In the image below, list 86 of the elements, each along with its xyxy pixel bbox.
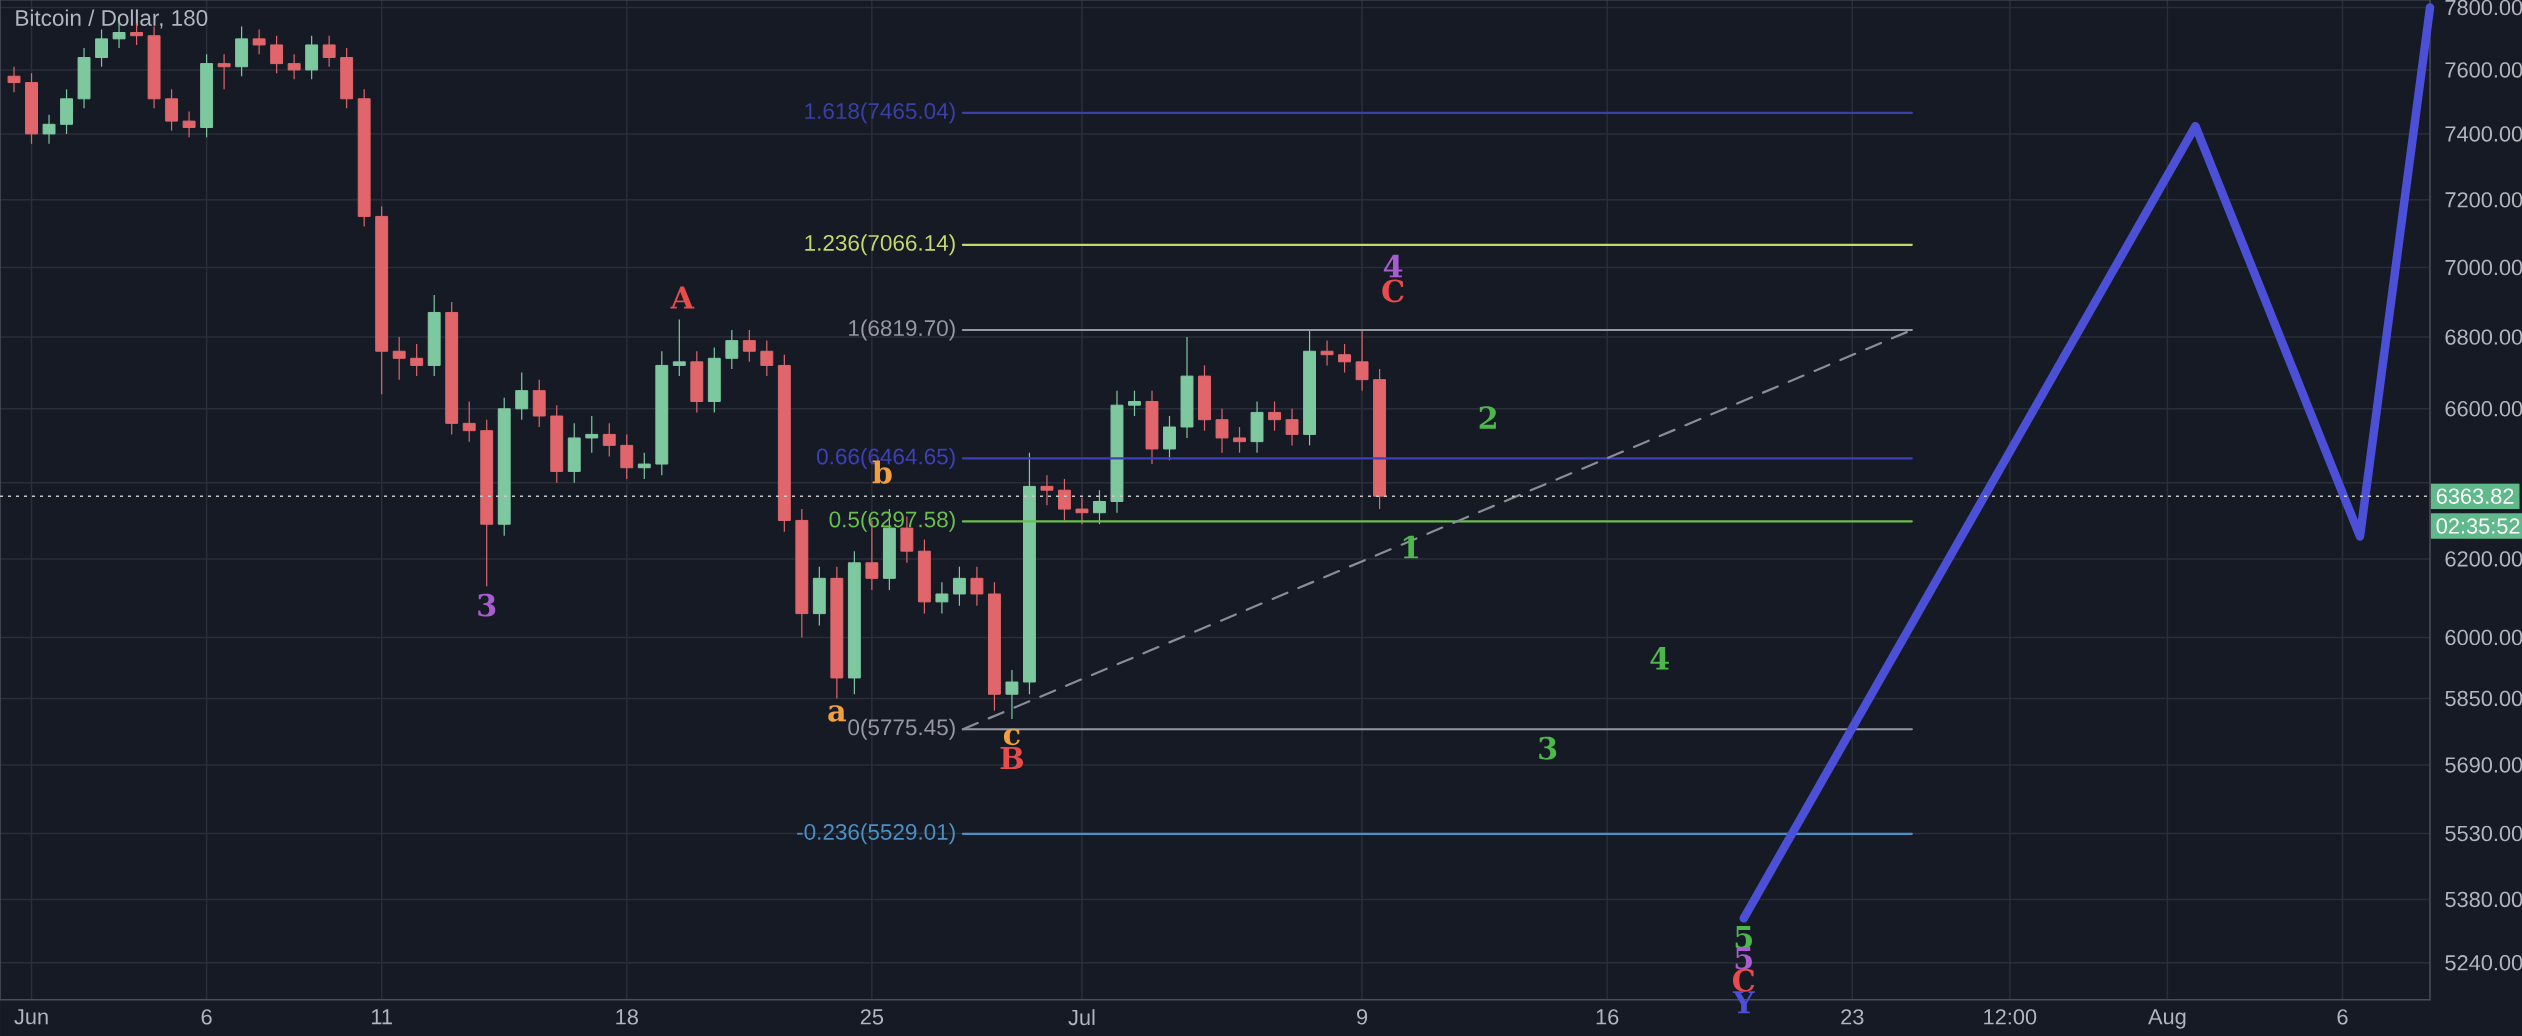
candlestick bbox=[742, 329, 756, 363]
candlestick bbox=[952, 566, 966, 607]
annotation: 3 bbox=[1539, 736, 1557, 760]
y-tick-label: 5850.00 bbox=[2445, 690, 2522, 707]
x-tick-label: Jul bbox=[1068, 1009, 1095, 1026]
candlestick bbox=[970, 566, 984, 607]
candlestick bbox=[1268, 400, 1281, 432]
candlestick bbox=[1355, 329, 1369, 392]
annotation: B bbox=[1000, 746, 1024, 769]
series-label: 1(6819.70) bbox=[849, 319, 955, 341]
candlestick bbox=[42, 114, 56, 145]
annotation: C bbox=[1732, 968, 1755, 992]
candlestick bbox=[462, 400, 476, 443]
y-tick-label: 7800.00 bbox=[2445, 0, 2522, 16]
annotation: a bbox=[828, 705, 846, 722]
candlestick bbox=[1005, 669, 1019, 720]
candlestick bbox=[672, 318, 686, 377]
candlestick bbox=[725, 329, 739, 370]
candlestick bbox=[1093, 489, 1106, 525]
y-tick-label: 7200.00 bbox=[2445, 192, 2522, 208]
x-tick-label: 6 bbox=[2337, 1009, 2348, 1025]
x-tick-label: 9 bbox=[1357, 1009, 1368, 1025]
candlestick bbox=[620, 433, 634, 480]
annotation: 3 bbox=[478, 593, 496, 617]
x-tick-label: 23 bbox=[1841, 1009, 1864, 1025]
candlestick bbox=[410, 343, 424, 377]
candlestick bbox=[7, 66, 21, 93]
candlestick bbox=[1215, 408, 1229, 454]
x-tick-label: 12:00 bbox=[1984, 1009, 2037, 1025]
x-tick-label: 16 bbox=[1596, 1009, 1619, 1025]
candlestick bbox=[1285, 408, 1299, 446]
candlestick bbox=[1338, 343, 1352, 374]
y-tick-label: 5530.00 bbox=[2445, 825, 2522, 842]
chart-title: Bitcoin / Dollar, 180 bbox=[16, 9, 208, 29]
candlestick bbox=[1320, 340, 1334, 367]
y-tick-label: 6800.00 bbox=[2445, 329, 2522, 345]
candlestick bbox=[515, 371, 529, 421]
annotation: 4 bbox=[1650, 647, 1669, 670]
series-label: -0.236(5529.01) bbox=[797, 823, 955, 845]
candlestick bbox=[165, 88, 179, 132]
y-tick-label: 5690.00 bbox=[2445, 757, 2522, 773]
candlestick bbox=[760, 340, 774, 377]
series-label: 0(5775.45) bbox=[848, 718, 955, 740]
candlestick bbox=[585, 415, 599, 454]
candlestick bbox=[287, 53, 301, 80]
x-tick-label: 18 bbox=[616, 1009, 638, 1025]
series-label: 1.618(7465.04) bbox=[805, 102, 955, 124]
candlestick bbox=[637, 452, 651, 480]
annotation: 1 bbox=[1403, 535, 1419, 559]
annotation: c bbox=[1003, 728, 1020, 746]
x-tick-label: Jun bbox=[14, 1009, 48, 1025]
x-tick-label: Aug bbox=[2148, 1009, 2186, 1029]
candlestick bbox=[95, 28, 109, 68]
candlestick bbox=[602, 422, 616, 458]
candlestick bbox=[252, 28, 266, 55]
annotation: Y bbox=[1732, 991, 1755, 1014]
x-tick-label: 6 bbox=[201, 1009, 212, 1025]
series-label: 1.236(7066.14) bbox=[805, 234, 955, 256]
y-tick-label: 6200.00 bbox=[2445, 551, 2522, 567]
y-tick-label: 5380.00 bbox=[2445, 891, 2522, 908]
annotation: 4 bbox=[1383, 254, 1403, 278]
annotation: 5 bbox=[1735, 947, 1752, 970]
candlestick bbox=[1040, 474, 1054, 506]
y-tick-label: 7400.00 bbox=[2445, 126, 2522, 142]
y-tick-label: 6600.00 bbox=[2445, 401, 2522, 417]
y-tick-label: 7000.00 bbox=[2445, 259, 2522, 276]
x-tick-label: 11 bbox=[372, 1009, 392, 1025]
candlestick bbox=[1128, 390, 1141, 417]
candlestick bbox=[217, 53, 231, 90]
candlestick bbox=[270, 35, 284, 74]
ref-line-label: 6363.82 bbox=[2436, 488, 2514, 504]
text: 02:35:52 bbox=[2436, 518, 2520, 534]
candlestick bbox=[935, 581, 949, 615]
candlestick bbox=[1058, 478, 1071, 522]
y-tick-label: 6000.00 bbox=[2445, 629, 2522, 646]
x-tick-label: 25 bbox=[860, 1009, 884, 1025]
y-tick-label: 5240.00 bbox=[2445, 955, 2522, 971]
candlestick bbox=[182, 110, 196, 138]
candlestick bbox=[1075, 497, 1089, 525]
y-tick-label: 7600.00 bbox=[2445, 62, 2522, 78]
candlestick bbox=[1233, 426, 1246, 454]
candlestick bbox=[392, 336, 406, 381]
annotation: A bbox=[670, 286, 695, 309]
annotation: 2 bbox=[1479, 406, 1496, 429]
annotation: C bbox=[1382, 279, 1404, 303]
candlestick bbox=[322, 35, 336, 68]
